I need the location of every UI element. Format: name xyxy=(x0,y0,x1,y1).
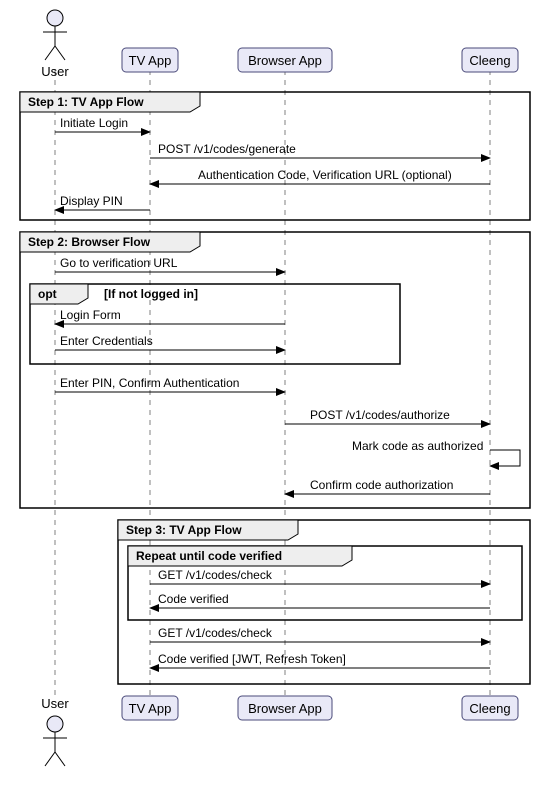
msg-enter-pin-text: Enter PIN, Confirm Authentication xyxy=(60,376,239,390)
frame-repeat: Repeat until code verified xyxy=(128,546,522,620)
msg-auth-code-text: Authentication Code, Verification URL (o… xyxy=(198,168,452,182)
msg-post-generate-text: POST /v1/codes/generate xyxy=(158,142,296,156)
frame-repeat-title: Repeat until code verified xyxy=(136,549,282,563)
msg-post-authorize-text: POST /v1/codes/authorize xyxy=(310,408,450,422)
actor-user-label-top: User xyxy=(41,64,69,79)
msg-confirm-auth-text: Confirm code authorization xyxy=(310,478,453,492)
msg-verified-2-text: Code verified [JWT, Refresh Token] xyxy=(158,652,346,666)
frame-step3-title: Step 3: TV App Flow xyxy=(126,523,242,537)
msg-verified-1-text: Code verified xyxy=(158,592,229,606)
participant-browser-label-top: Browser App xyxy=(248,53,322,68)
participant-browser-label-bottom: Browser App xyxy=(248,701,322,716)
msg-mark-authorized-text: Mark code as authorized xyxy=(352,439,483,453)
actor-user-top: User xyxy=(41,10,69,79)
msg-display-pin-text: Display PIN xyxy=(60,194,123,208)
msg-mark-authorized xyxy=(490,450,520,466)
frame-step2: Step 2: Browser Flow xyxy=(20,232,530,508)
participant-tvapp-top: TV App xyxy=(122,48,178,72)
participant-cleeng-label-top: Cleeng xyxy=(469,53,510,68)
participant-browser-bottom: Browser App xyxy=(238,696,332,720)
frame-opt-title: opt xyxy=(38,287,57,301)
msg-login-form-text: Login Form xyxy=(60,308,121,322)
msg-get-check-1-text: GET /v1/codes/check xyxy=(158,568,273,582)
participant-cleeng-label-bottom: Cleeng xyxy=(469,701,510,716)
participant-tvapp-label-bottom: TV App xyxy=(129,701,172,716)
participant-tvapp-bottom: TV App xyxy=(122,696,178,720)
actor-user-bottom: User xyxy=(41,696,69,766)
actor-user-label-bottom: User xyxy=(41,696,69,711)
msg-get-check-2-text: GET /v1/codes/check xyxy=(158,626,273,640)
frame-step2-title: Step 2: Browser Flow xyxy=(28,235,151,249)
msg-initiate-login-text: Initiate Login xyxy=(60,116,128,130)
participant-browser-top: Browser App xyxy=(238,48,332,72)
msg-goto-url-text: Go to verification URL xyxy=(60,256,178,270)
frame-opt-condition: [If not logged in] xyxy=(104,287,198,301)
msg-enter-credentials-text: Enter Credentials xyxy=(60,334,153,348)
participant-cleeng-bottom: Cleeng xyxy=(462,696,518,720)
sequence-diagram: User TV App Browser App Cleeng Step 1: T… xyxy=(0,0,550,786)
frame-step1-title: Step 1: TV App Flow xyxy=(28,95,144,109)
participant-tvapp-label-top: TV App xyxy=(129,53,172,68)
participant-cleeng-top: Cleeng xyxy=(462,48,518,72)
